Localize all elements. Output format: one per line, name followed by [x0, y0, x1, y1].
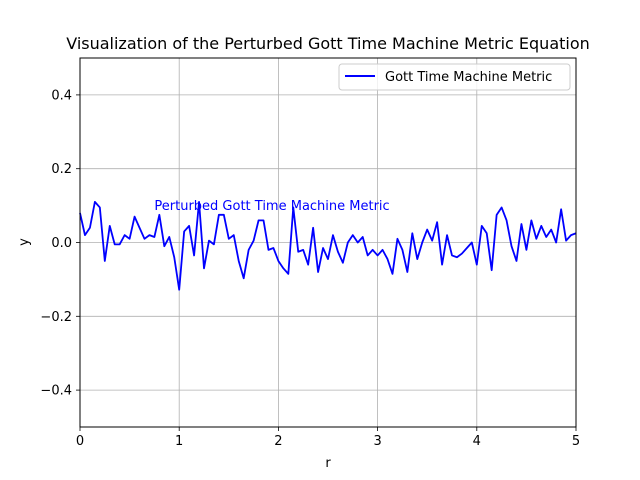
x-axis-label: r: [325, 456, 331, 471]
y-axis-label: y: [17, 238, 32, 246]
x-tick-label: 0: [76, 434, 84, 449]
y-tick-label: −0.2: [40, 310, 72, 325]
y-tick-label: 0.4: [51, 88, 72, 103]
series-line-0: [79, 201, 577, 291]
y-tick-label: 0.2: [51, 162, 72, 177]
y-axis-ticks: −0.4 −0.2 0.0 0.2 0.4: [40, 88, 80, 399]
x-tick-label: 3: [373, 434, 381, 449]
grid: [79, 58, 577, 427]
annotation-label: Perturbed Gott Time Machine Metric: [154, 199, 389, 214]
x-tick-label: 5: [572, 434, 580, 449]
y-tick-label: 0.0: [51, 236, 72, 251]
x-tick-label: 4: [473, 434, 481, 449]
series-layer: [79, 201, 577, 291]
legend: Gott Time Machine Metric: [338, 63, 571, 91]
x-tick-label: 1: [175, 434, 183, 449]
x-axis-ticks: 0 1 2 3 4 5: [76, 427, 580, 449]
legend-label-gott-time-machine-metric: Gott Time Machine Metric: [385, 70, 552, 85]
chart-title: Visualization of the Perturbed Gott Time…: [66, 34, 590, 53]
legend-box: [338, 63, 571, 91]
y-tick-label: −0.4: [40, 384, 72, 399]
annotation-layer: Perturbed Gott Time Machine Metric: [154, 199, 389, 214]
x-tick-label: 2: [274, 434, 282, 449]
